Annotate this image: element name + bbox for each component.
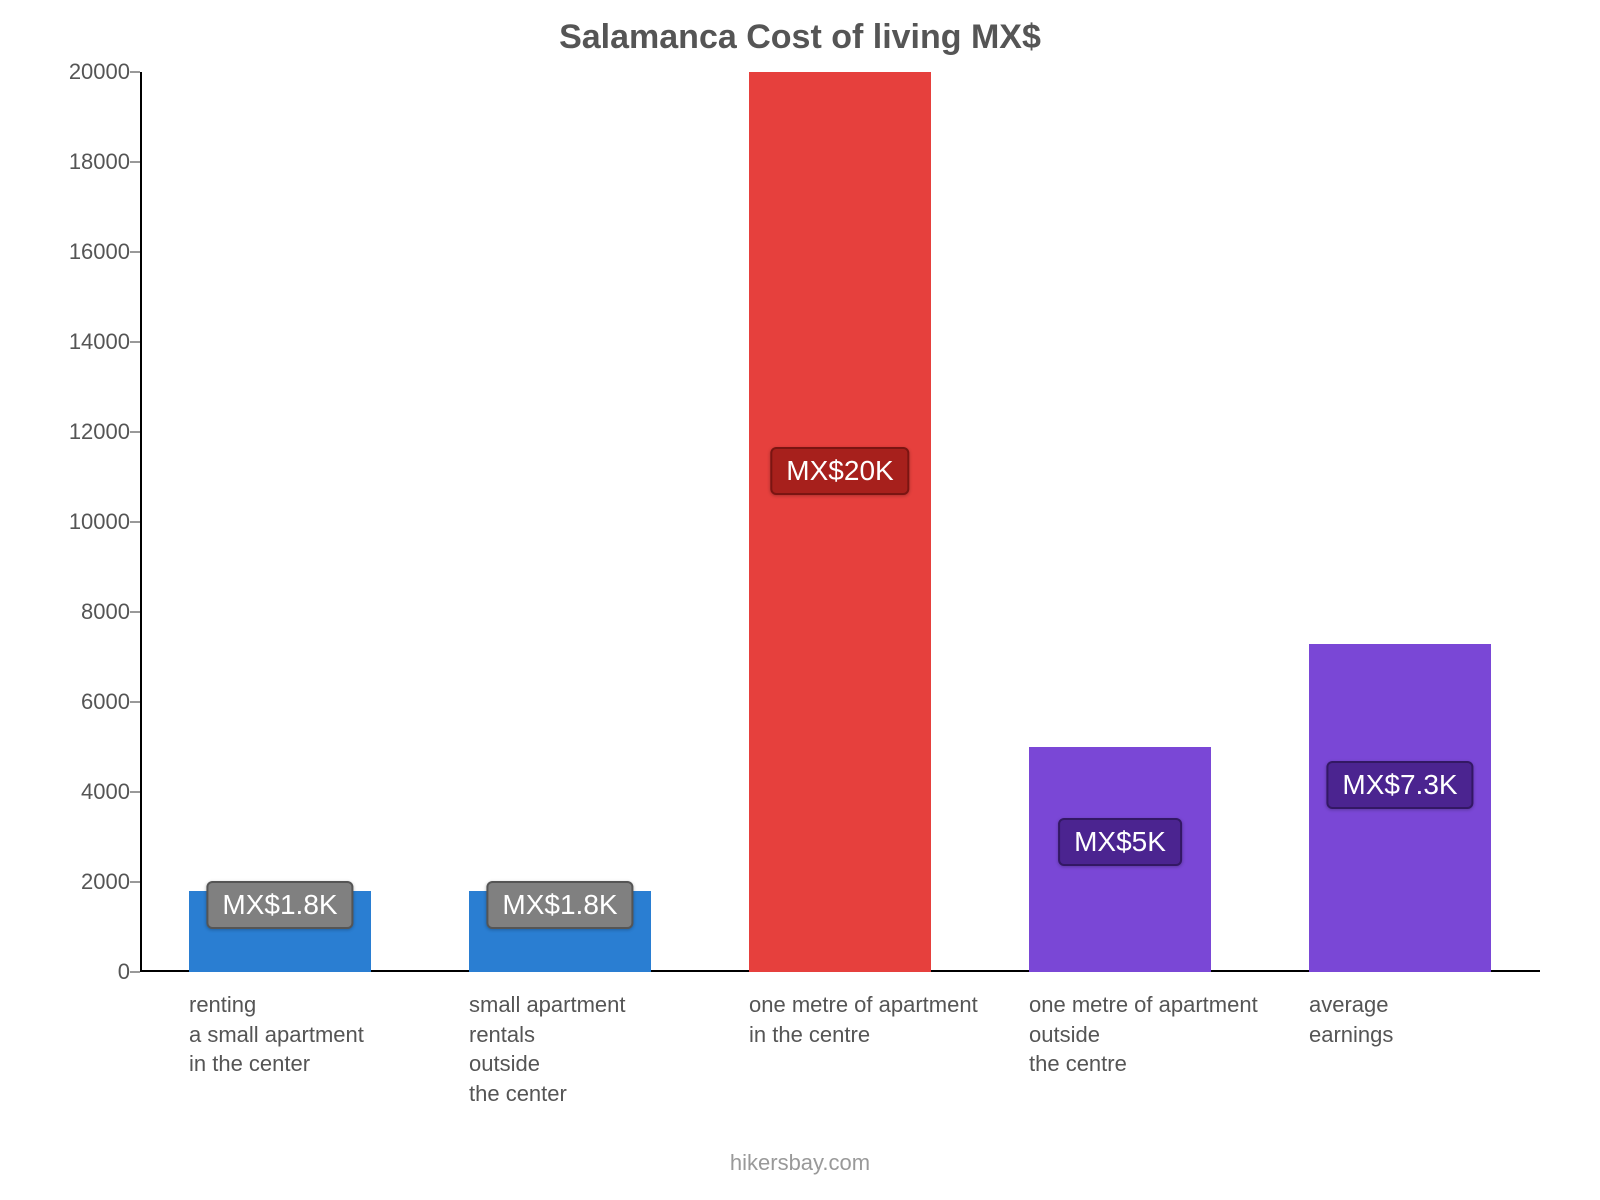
- y-tick-label: 18000: [10, 149, 130, 175]
- y-axis-line: [140, 72, 142, 972]
- y-tick: [130, 251, 140, 253]
- y-tick: [130, 431, 140, 433]
- y-tick: [130, 521, 140, 523]
- bar-value-badge: MX$1.8K: [206, 881, 353, 929]
- y-tick: [130, 71, 140, 73]
- x-category-label: one metre of apartment in the centre: [749, 990, 978, 1049]
- x-category-label: average earnings: [1309, 990, 1393, 1049]
- bar: [749, 72, 931, 972]
- chart-container: Salamanca Cost of living MX$ 02000400060…: [0, 0, 1600, 1200]
- y-tick-label: 6000: [10, 689, 130, 715]
- y-tick-label: 0: [10, 959, 130, 985]
- y-tick: [130, 161, 140, 163]
- y-tick: [130, 971, 140, 973]
- y-tick: [130, 791, 140, 793]
- chart-footer: hikersbay.com: [0, 1150, 1600, 1176]
- x-category-label: one metre of apartment outside the centr…: [1029, 990, 1258, 1079]
- y-tick-label: 8000: [10, 599, 130, 625]
- chart-title: Salamanca Cost of living MX$: [0, 18, 1600, 57]
- y-tick: [130, 611, 140, 613]
- y-tick: [130, 701, 140, 703]
- y-tick-label: 14000: [10, 329, 130, 355]
- plot-area: 0200040006000800010000120001400016000180…: [140, 72, 1540, 972]
- y-tick-label: 12000: [10, 419, 130, 445]
- x-category-label: renting a small apartment in the center: [189, 990, 364, 1079]
- bar-value-badge: MX$7.3K: [1326, 761, 1473, 809]
- y-tick: [130, 341, 140, 343]
- y-tick-label: 20000: [10, 59, 130, 85]
- y-tick-label: 10000: [10, 509, 130, 535]
- bar-value-badge: MX$5K: [1058, 818, 1182, 866]
- bar-value-badge: MX$1.8K: [486, 881, 633, 929]
- y-tick-label: 2000: [10, 869, 130, 895]
- bar-value-badge: MX$20K: [770, 447, 909, 495]
- y-tick-label: 4000: [10, 779, 130, 805]
- y-tick-label: 16000: [10, 239, 130, 265]
- y-tick: [130, 881, 140, 883]
- x-category-label: small apartment rentals outside the cent…: [469, 990, 626, 1109]
